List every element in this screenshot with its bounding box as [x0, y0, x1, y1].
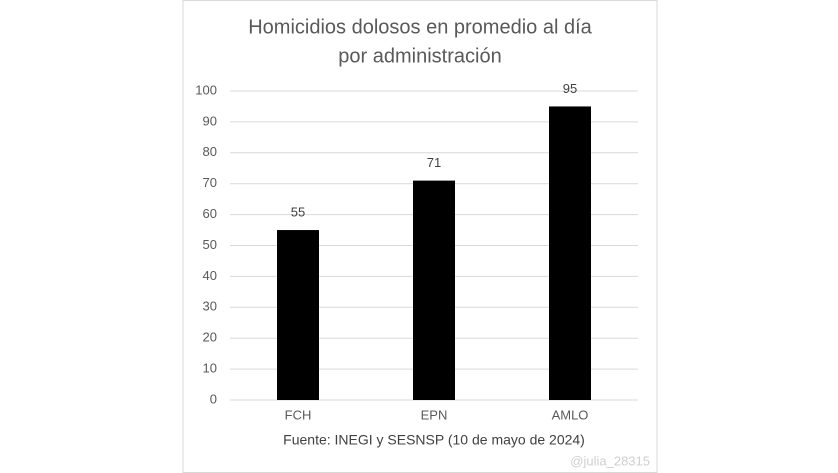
y-tick-label: 50: [203, 237, 217, 252]
x-tick-label: EPN: [421, 407, 448, 422]
y-tick-label: 40: [203, 268, 217, 283]
bar: [549, 106, 591, 400]
y-tick-label: 30: [203, 299, 217, 314]
x-tick-label: AMLO: [552, 407, 589, 422]
chart-title: por administración: [338, 45, 501, 67]
y-tick-label: 20: [203, 330, 217, 345]
x-tick-label: FCH: [285, 407, 312, 422]
y-tick-label: 100: [195, 82, 217, 97]
y-tick-label: 10: [203, 361, 217, 376]
bar: [413, 180, 455, 400]
watermark: @julia_28315: [570, 453, 650, 468]
value-label: 71: [427, 155, 441, 170]
y-tick-label: 90: [203, 113, 217, 128]
value-label: 55: [291, 204, 305, 219]
bar: [277, 230, 319, 400]
value-label: 95: [563, 81, 577, 96]
y-tick-label: 80: [203, 144, 217, 159]
y-tick-label: 70: [203, 175, 217, 190]
y-tick-label: 60: [203, 206, 217, 221]
source-note: Fuente: INEGI y SESNSP (10 de mayo de 20…: [283, 432, 585, 448]
y-tick-label: 0: [210, 391, 217, 406]
chart-title: Homicidios dolosos en promedio al día: [248, 16, 592, 38]
